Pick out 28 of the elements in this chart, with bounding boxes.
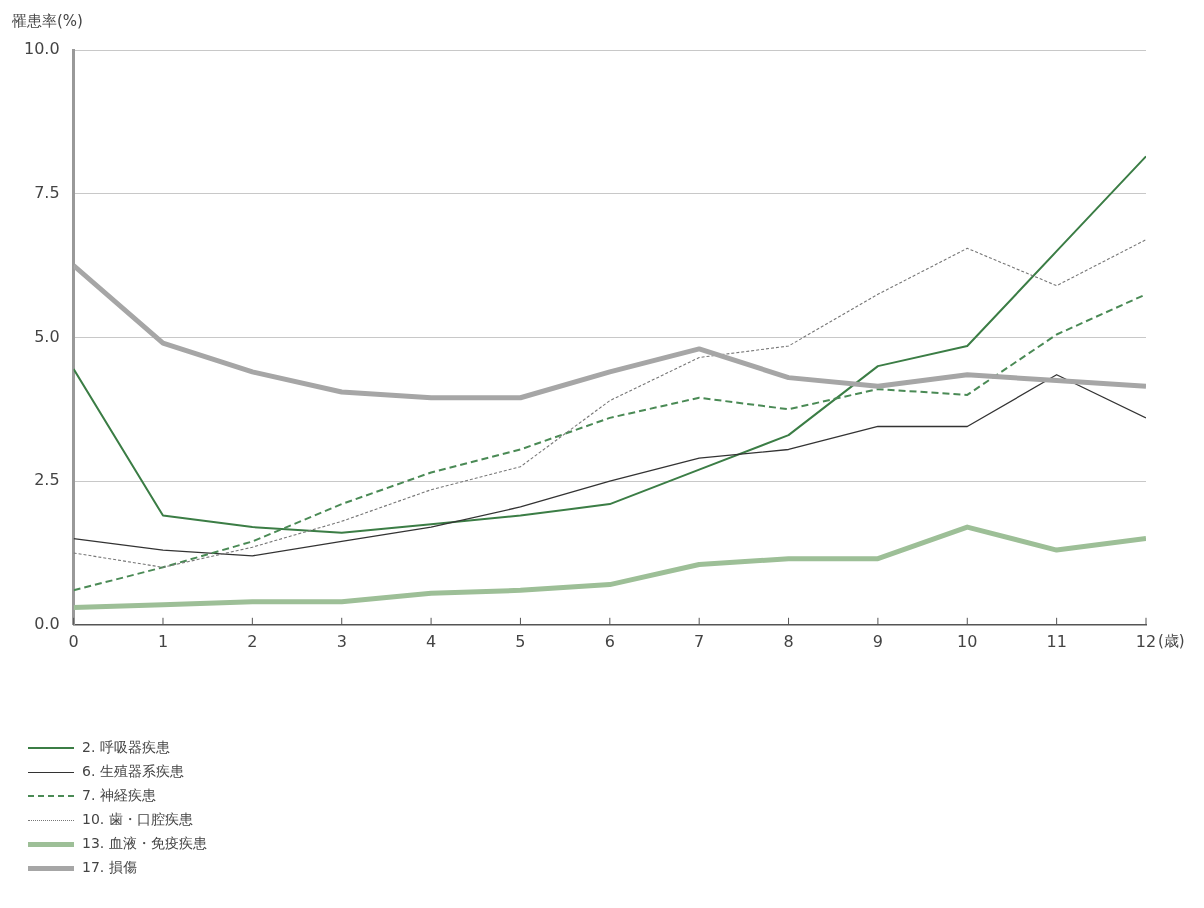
x-tick-label: 3 bbox=[336, 631, 347, 651]
x-tick-label: 12 bbox=[1135, 631, 1157, 651]
y-axis-title: 罹患率(%) bbox=[11, 12, 83, 31]
x-tick-label: 10 bbox=[957, 631, 978, 651]
y-tick-label: 10.0 bbox=[24, 39, 60, 59]
x-tick-label: 9 bbox=[872, 631, 883, 651]
x-tick-label: 7 bbox=[694, 631, 705, 651]
legend-label: 17. 損傷 bbox=[82, 859, 137, 877]
x-tick-label: 6 bbox=[604, 631, 615, 651]
y-tick-label: 7.5 bbox=[34, 182, 60, 202]
x-tick-label: 5 bbox=[515, 631, 526, 651]
legend-label: 7. 神経疾患 bbox=[82, 787, 156, 805]
x-tick-label: 11 bbox=[1046, 631, 1067, 651]
x-tick-label: 8 bbox=[783, 631, 794, 651]
legend-label: 10. 歯・口腔疾患 bbox=[82, 811, 193, 829]
x-tick-label: 2 bbox=[247, 631, 258, 651]
legend-label: 6. 生殖器系疾患 bbox=[82, 763, 184, 781]
legend-label: 2. 呼吸器疾患 bbox=[82, 739, 170, 757]
line-series bbox=[73, 239, 1146, 568]
x-tick-label: 4 bbox=[425, 631, 437, 651]
y-tick-label: 2.5 bbox=[34, 470, 60, 490]
line-series bbox=[73, 293, 1146, 592]
y-tick-label: 5.0 bbox=[34, 326, 60, 346]
x-tick-label: 0 bbox=[68, 631, 79, 651]
x-axis-title: (歳) bbox=[1158, 632, 1185, 651]
x-tick-label: 1 bbox=[157, 631, 169, 651]
y-tick-label: 0.0 bbox=[34, 613, 60, 633]
legend-label: 13. 血液・免疫疾患 bbox=[82, 835, 207, 853]
